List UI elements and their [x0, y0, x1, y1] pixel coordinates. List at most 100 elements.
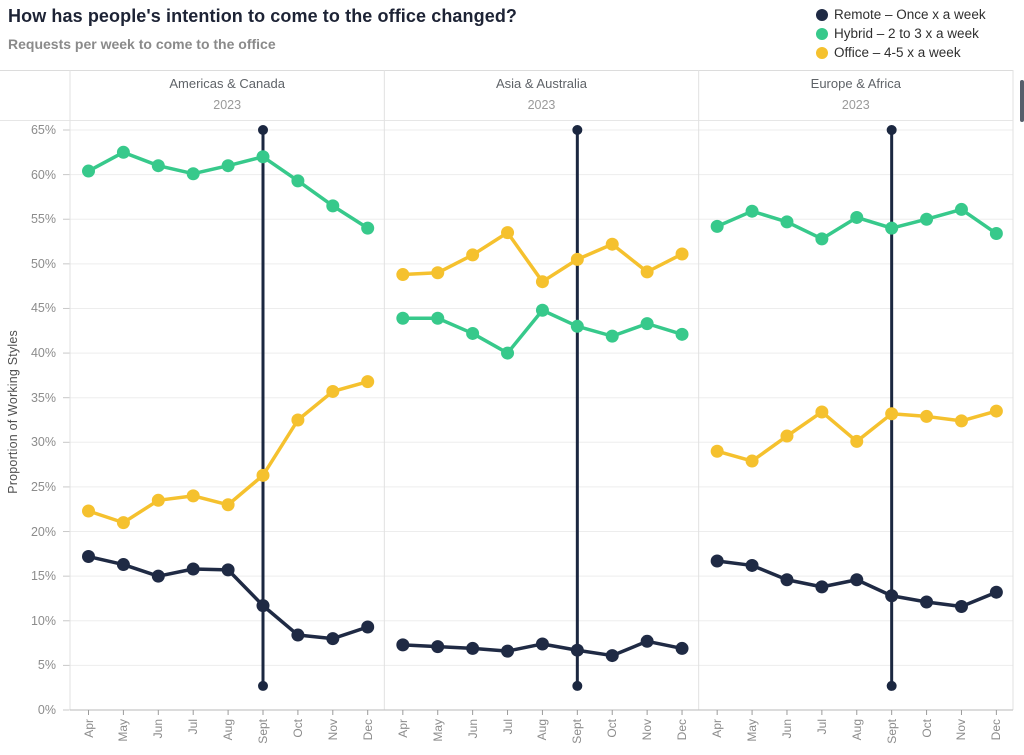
y-tick-label: 60%	[30, 167, 56, 182]
data-point[interactable]	[815, 405, 829, 419]
data-point[interactable]	[605, 329, 619, 343]
y-tick-label: 65%	[30, 123, 56, 137]
data-point[interactable]	[361, 221, 375, 235]
reference-line-cap	[258, 125, 268, 135]
data-point[interactable]	[151, 159, 165, 173]
data-point[interactable]	[82, 164, 95, 178]
data-point[interactable]	[361, 620, 375, 634]
legend-item-remote[interactable]: Remote – Once x a week	[816, 5, 986, 24]
right-edge-scrollbar-thumb[interactable]	[1020, 80, 1024, 122]
data-point[interactable]	[256, 599, 270, 613]
data-point[interactable]	[256, 468, 270, 482]
y-tick-label: 35%	[30, 390, 56, 405]
data-point[interactable]	[745, 204, 759, 218]
data-point[interactable]	[780, 573, 794, 587]
data-point[interactable]	[850, 434, 864, 448]
data-point[interactable]	[466, 248, 480, 262]
data-point[interactable]	[815, 232, 829, 246]
data-point[interactable]	[745, 558, 759, 572]
data-point[interactable]	[326, 632, 340, 646]
series-line	[401, 230, 684, 284]
data-point[interactable]	[745, 454, 759, 468]
panel-region-label: Europe & Africa	[810, 76, 901, 91]
data-point[interactable]	[116, 558, 130, 572]
data-point[interactable]	[431, 640, 445, 654]
data-point[interactable]	[710, 219, 724, 233]
legend-label: Hybrid – 2 to 3 x a week	[834, 26, 979, 41]
data-point[interactable]	[605, 649, 619, 663]
data-point[interactable]	[710, 554, 724, 568]
data-point[interactable]	[291, 413, 305, 427]
data-point[interactable]	[920, 212, 934, 226]
y-tick-label: 45%	[30, 301, 56, 316]
data-point[interactable]	[570, 643, 584, 657]
data-point[interactable]	[989, 585, 1003, 599]
data-point[interactable]	[850, 573, 864, 587]
data-point[interactable]	[326, 199, 340, 213]
data-point[interactable]	[710, 444, 724, 458]
y-tick-label: 50%	[30, 256, 56, 271]
data-point[interactable]	[326, 384, 340, 398]
data-point[interactable]	[82, 550, 95, 564]
data-point[interactable]	[291, 628, 305, 642]
data-point[interactable]	[535, 637, 549, 651]
data-point[interactable]	[186, 562, 200, 576]
data-point[interactable]	[221, 498, 235, 512]
data-point[interactable]	[885, 589, 899, 603]
data-point[interactable]	[361, 375, 375, 389]
data-point[interactable]	[989, 227, 1003, 241]
data-point[interactable]	[291, 174, 305, 188]
reference-line-cap	[572, 680, 583, 691]
data-point[interactable]	[850, 210, 864, 224]
data-point[interactable]	[954, 414, 968, 428]
data-point[interactable]	[640, 265, 654, 279]
data-point[interactable]	[116, 516, 130, 530]
data-point[interactable]	[186, 167, 200, 181]
data-point[interactable]	[221, 563, 235, 577]
data-point[interactable]	[431, 266, 445, 280]
data-point[interactable]	[675, 641, 689, 655]
data-point[interactable]	[570, 319, 584, 333]
data-point[interactable]	[640, 317, 654, 331]
data-point[interactable]	[396, 268, 410, 282]
data-point[interactable]	[920, 409, 934, 423]
data-point[interactable]	[570, 252, 584, 266]
data-point[interactable]	[989, 404, 1003, 418]
data-point[interactable]	[501, 346, 515, 360]
data-point[interactable]	[256, 150, 270, 164]
data-point[interactable]	[186, 489, 200, 503]
data-point[interactable]	[151, 493, 165, 507]
data-point[interactable]	[396, 638, 410, 652]
data-point[interactable]	[501, 644, 515, 658]
data-point[interactable]	[396, 311, 410, 325]
data-point[interactable]	[885, 221, 899, 235]
data-point[interactable]	[466, 641, 480, 655]
data-point[interactable]	[780, 429, 794, 443]
data-point[interactable]	[640, 634, 654, 648]
legend-item-hybrid[interactable]: Hybrid – 2 to 3 x a week	[816, 24, 986, 43]
data-point[interactable]	[675, 247, 689, 261]
data-point[interactable]	[466, 326, 480, 340]
data-point[interactable]	[82, 504, 95, 518]
data-point[interactable]	[151, 569, 165, 583]
reference-line-cap	[886, 125, 897, 135]
legend-item-office[interactable]: Office – 4-5 x a week	[816, 43, 986, 62]
data-point[interactable]	[431, 311, 445, 325]
data-point[interactable]	[501, 226, 515, 240]
data-point[interactable]	[885, 407, 899, 421]
data-point[interactable]	[954, 202, 968, 216]
data-point[interactable]	[815, 580, 829, 594]
data-point[interactable]	[675, 327, 689, 341]
data-point[interactable]	[605, 237, 619, 251]
data-point[interactable]	[116, 145, 130, 159]
data-point[interactable]	[780, 215, 794, 229]
data-point[interactable]	[954, 599, 968, 613]
y-tick-label: 20%	[30, 524, 56, 539]
panel-header-asia-australia: Asia & Australia 2023	[384, 76, 698, 112]
data-point[interactable]	[221, 159, 235, 173]
panel-region-label: Americas & Canada	[169, 76, 285, 91]
data-point[interactable]	[920, 595, 934, 609]
data-point[interactable]	[535, 303, 549, 317]
data-point[interactable]	[535, 275, 549, 289]
y-tick-label: 55%	[30, 212, 56, 227]
